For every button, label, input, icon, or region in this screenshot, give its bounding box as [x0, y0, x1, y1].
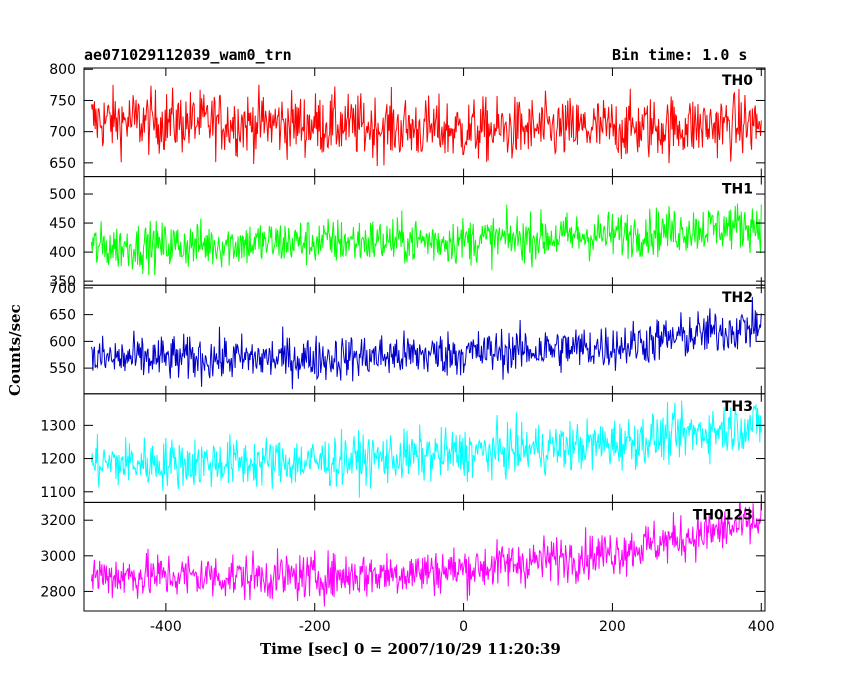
y-tick-label-th3-1200: 1200 [40, 452, 76, 468]
y-tick-label-th3-1300: 1300 [40, 418, 76, 434]
x-tick-label--200: -200 [299, 619, 331, 635]
series-th0123-line [90, 502, 762, 607]
panel-th0123-frame [83, 501, 766, 612]
y-tick-label-th0-750: 750 [49, 93, 76, 109]
y-tick-label-th0-700: 700 [49, 125, 76, 141]
panel-label-th0: TH0 [722, 73, 753, 89]
bin-time-label: Bin time: 1.0 s [612, 46, 748, 64]
y-tick-label-th2-700: 700 [49, 281, 76, 297]
panel-label-th1: TH1 [722, 182, 753, 198]
x-axis-label: Time [sec] 0 = 2007/10/29 11:20:39 [260, 640, 561, 658]
x-tick-label-200: 200 [599, 619, 626, 635]
y-tick-label-th0123-3200: 3200 [40, 513, 76, 529]
panel-label-th0123: TH0123 [693, 507, 753, 523]
panel-th1-frame [83, 176, 766, 286]
panel-label-th3: TH3 [722, 399, 753, 415]
y-tick-label-th2-600: 600 [49, 334, 76, 350]
y-tick-label-th3-1100: 1100 [40, 485, 76, 501]
y-tick-label-th2-550: 550 [49, 361, 76, 377]
x-tick-label--400: -400 [150, 619, 182, 635]
series-th2-line [90, 296, 762, 390]
panel-th3-frame [83, 393, 766, 503]
y-tick-label-th0123-2800: 2800 [40, 584, 76, 600]
panel-label-th2: TH2 [722, 290, 753, 306]
y-tick-label-th2-650: 650 [49, 308, 76, 324]
y-axis-label: Counts/sec [6, 304, 24, 396]
y-tick-label-th1-350: 350 [49, 274, 76, 290]
y-tick-label-th0123-3000: 3000 [40, 549, 76, 565]
x-tick-label-400: 400 [748, 619, 775, 635]
y-tick-label-th0-650: 650 [49, 156, 76, 172]
y-tick-label-th0-800: 800 [49, 62, 76, 78]
chart-title: ae071029112039_wam0_trn [84, 46, 292, 64]
x-tick-label-0: 0 [459, 619, 468, 635]
series-th0-line [90, 84, 762, 167]
y-tick-label-th1-450: 450 [49, 216, 76, 232]
y-tick-label-th1-400: 400 [49, 245, 76, 261]
series-th1-line [90, 203, 762, 276]
y-tick-label-th1-500: 500 [49, 187, 76, 203]
series-th3-line [90, 400, 762, 498]
